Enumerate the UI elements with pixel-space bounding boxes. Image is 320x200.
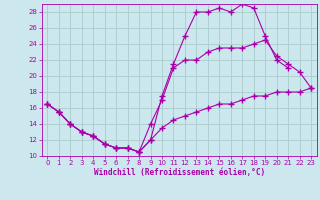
X-axis label: Windchill (Refroidissement éolien,°C): Windchill (Refroidissement éolien,°C) xyxy=(94,168,265,177)
